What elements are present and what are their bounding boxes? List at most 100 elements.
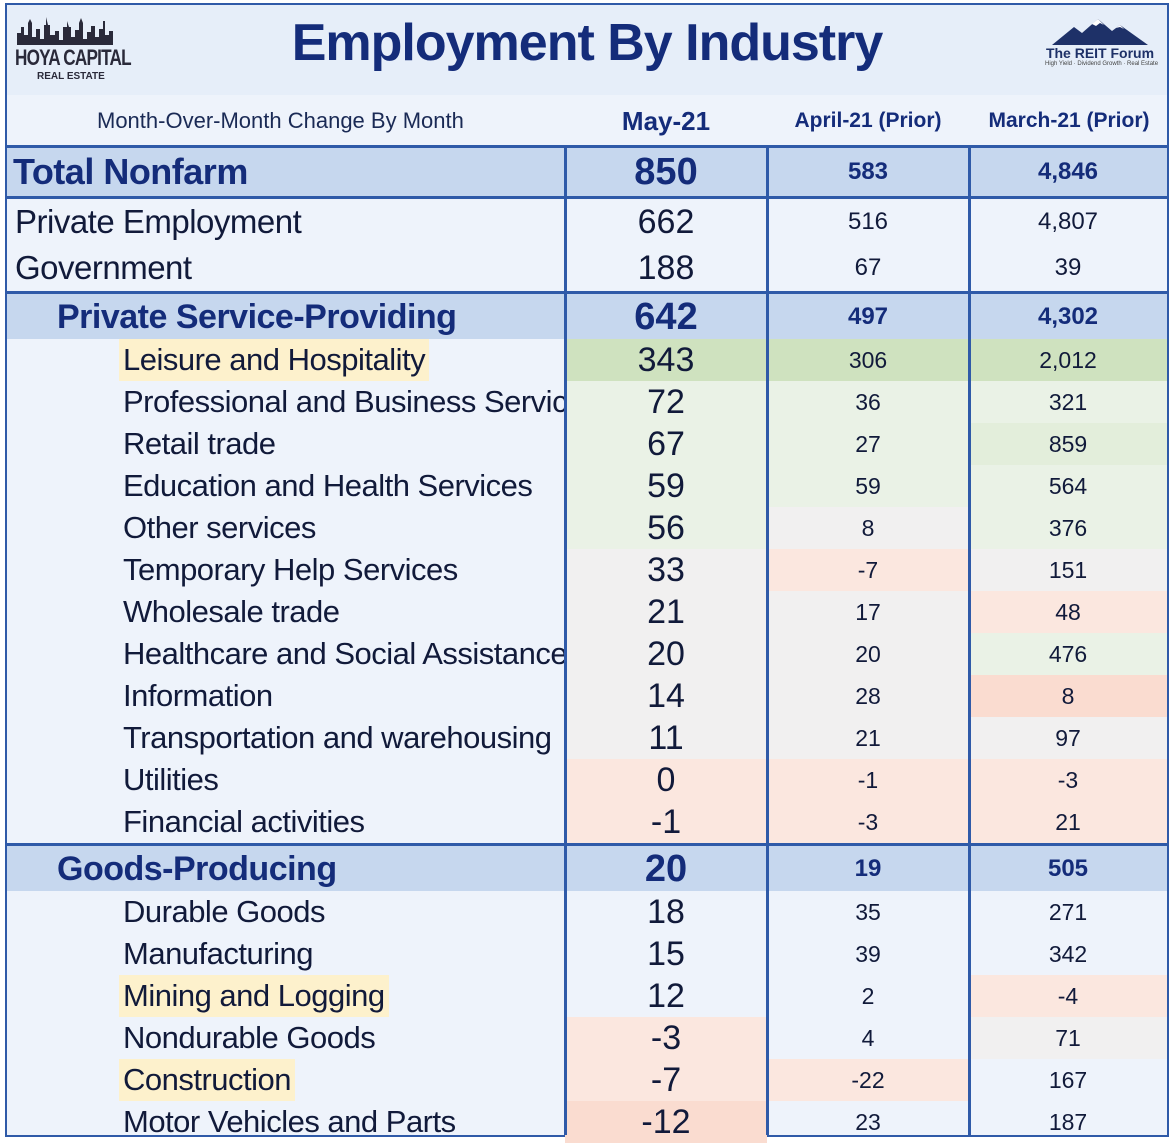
may-value: 20 xyxy=(644,848,688,890)
march-value: 187 xyxy=(1048,1109,1088,1135)
march-value: 564 xyxy=(969,465,1167,507)
march-value: 71 xyxy=(969,1017,1167,1059)
row-label: Government xyxy=(15,249,192,286)
table-row: Total Nonfarm 850 583 4,846 xyxy=(7,145,1167,199)
march-value: 342 xyxy=(1048,941,1088,967)
reit-forum-logo: The REIT Forum High Yield · Dividend Gro… xyxy=(1045,17,1159,87)
reit-forum-brand-text: The REIT Forum xyxy=(1045,45,1155,61)
row-label: Manufacturing xyxy=(7,933,565,975)
march-value: 97 xyxy=(969,717,1167,759)
hoya-sub-text: REAL ESTATE xyxy=(37,71,105,82)
march-value: -4 xyxy=(969,975,1167,1017)
march-value: 2,012 xyxy=(969,339,1167,381)
april-value: 36 xyxy=(767,381,969,423)
row-label: Leisure and Hospitality xyxy=(7,339,565,381)
column-header-april: April-21 (Prior) xyxy=(794,109,942,132)
march-value: 8 xyxy=(969,675,1167,717)
may-value: 20 xyxy=(565,633,767,675)
row-label-text: Mining and Logging xyxy=(119,975,389,1017)
may-value: 67 xyxy=(565,423,767,465)
row-label: Education and Health Services xyxy=(7,465,565,507)
table-row: Goods-Producing 20 19 505 xyxy=(7,843,1167,891)
april-value: 8 xyxy=(767,507,969,549)
row-label-text: Temporary Help Services xyxy=(123,552,458,587)
april-value: -1 xyxy=(767,759,969,801)
reit-forum-tagline: High Yield · Dividend Growth · Real Esta… xyxy=(1045,61,1159,67)
may-value: 15 xyxy=(647,935,685,973)
row-label-text: Durable Goods xyxy=(123,894,326,929)
march-value: 376 xyxy=(969,507,1167,549)
column-header-may: May-21 xyxy=(621,106,711,136)
row-label: Goods-Producing xyxy=(57,850,337,888)
row-label: Healthcare and Social Assistance xyxy=(7,633,565,675)
row-label: Private Employment xyxy=(15,203,302,240)
may-value: 14 xyxy=(565,675,767,717)
april-value: 27 xyxy=(767,423,969,465)
row-label: Temporary Help Services xyxy=(7,549,565,591)
row-label: Professional and Business Services xyxy=(7,381,565,423)
row-label-text: Leisure and Hospitality xyxy=(119,339,430,381)
row-label: Wholesale trade xyxy=(7,591,565,633)
table-row: Information 14 28 8 xyxy=(7,675,1167,717)
march-value: 4,302 xyxy=(1037,303,1099,330)
april-value: 2 xyxy=(861,983,875,1009)
subtitle: Month-Over-Month Change By Month xyxy=(97,108,464,133)
row-label-text: Healthcare and Social Assistance xyxy=(123,636,565,671)
city-skyline-icon xyxy=(17,17,113,45)
table-row: Other services 56 8 376 xyxy=(7,507,1167,549)
april-value: -7 xyxy=(767,549,969,591)
may-value: 188 xyxy=(637,249,695,287)
may-value: 12 xyxy=(647,977,685,1015)
row-label: Nondurable Goods xyxy=(7,1017,565,1059)
april-value: 306 xyxy=(767,339,969,381)
march-value: 39 xyxy=(1054,254,1082,281)
april-value: 497 xyxy=(847,303,889,330)
april-value: 39 xyxy=(855,941,881,967)
table-row: Nondurable Goods -3 4 71 xyxy=(7,1017,1167,1059)
row-label: Other services xyxy=(7,507,565,549)
industry-table: Total Nonfarm 850 583 4,846 Private Empl… xyxy=(7,145,1167,1143)
row-label: Financial activities xyxy=(7,801,565,843)
column-divider xyxy=(564,145,567,1135)
april-value: 23 xyxy=(855,1109,881,1135)
march-value: 151 xyxy=(969,549,1167,591)
may-value: 18 xyxy=(647,893,685,931)
table-row: Financial activities -1 -3 21 xyxy=(7,801,1167,843)
table-row: Private Employment 662 516 4,807 xyxy=(7,199,1167,245)
may-value: 850 xyxy=(634,151,698,193)
april-value: 59 xyxy=(767,465,969,507)
mountain-icon xyxy=(1052,19,1148,45)
april-value: 67 xyxy=(854,254,882,281)
march-value: 4,846 xyxy=(1037,158,1099,185)
row-label-text: Wholesale trade xyxy=(123,594,340,629)
table-row: Private Service-Providing 642 497 4,302 xyxy=(7,291,1167,339)
april-value: 28 xyxy=(767,675,969,717)
march-value: 167 xyxy=(1048,1067,1088,1093)
row-label-text: Professional and Business Services xyxy=(123,384,565,419)
table-row: Wholesale trade 21 17 48 xyxy=(7,591,1167,633)
table-row: Durable Goods 18 35 271 xyxy=(7,891,1167,933)
row-label-text: Construction xyxy=(119,1059,296,1101)
march-value: 21 xyxy=(969,801,1167,843)
april-value: 583 xyxy=(847,158,889,185)
april-value: 21 xyxy=(767,717,969,759)
row-label: Motor Vehicles and Parts xyxy=(7,1101,565,1143)
march-value: 859 xyxy=(969,423,1167,465)
may-value: 59 xyxy=(565,465,767,507)
column-divider xyxy=(968,145,971,1135)
row-label-text: Manufacturing xyxy=(123,936,313,971)
may-value: 642 xyxy=(634,296,698,338)
row-label: Private Service-Providing xyxy=(57,298,457,336)
table-row: Motor Vehicles and Parts -12 23 187 xyxy=(7,1101,1167,1143)
table-row: Government 188 67 39 xyxy=(7,245,1167,291)
may-value: 72 xyxy=(565,381,767,423)
row-label: Information xyxy=(7,675,565,717)
may-value: 56 xyxy=(565,507,767,549)
row-label-text: Motor Vehicles and Parts xyxy=(123,1104,456,1139)
row-label: Mining and Logging xyxy=(7,975,565,1017)
table-row: Mining and Logging 12 2 -4 xyxy=(7,975,1167,1017)
row-label-text: Other services xyxy=(123,510,316,545)
table-row: Construction -7 -22 167 xyxy=(7,1059,1167,1101)
row-label: Transportation and warehousing xyxy=(7,717,565,759)
row-label: Construction xyxy=(7,1059,565,1101)
